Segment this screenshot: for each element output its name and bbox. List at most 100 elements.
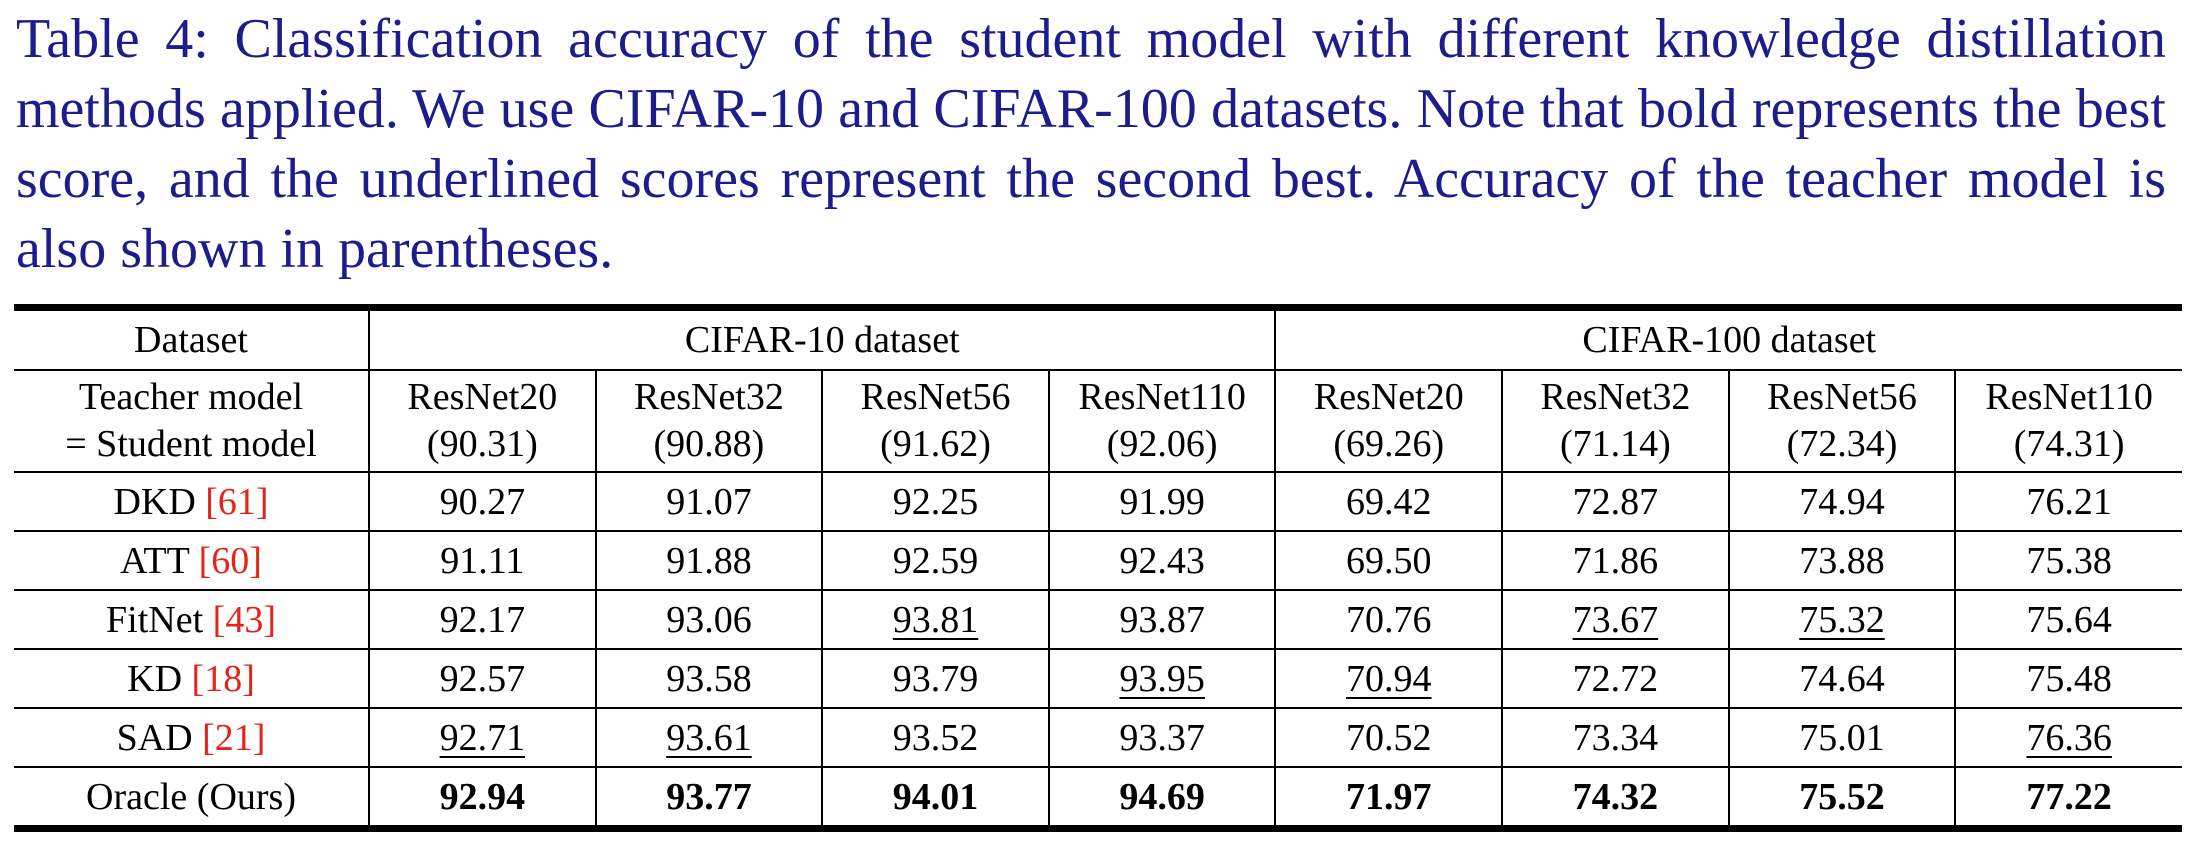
score-cell: 92.59 (821, 531, 1049, 591)
score-cell: 72.72 (1501, 649, 1729, 709)
second-best-score: 70.94 (1346, 657, 1432, 700)
cifar100-header: CIFAR-100 dataset (1274, 304, 2182, 371)
best-score: 75.52 (1727, 767, 1956, 832)
score-cell: 70.76 (1274, 590, 1503, 650)
score-cell: 75.32 (1727, 590, 1956, 650)
model-cell: ResNet56 (72.34) (1727, 370, 1956, 473)
second-best-score: 93.61 (666, 716, 752, 759)
score-cell: 71.86 (1501, 531, 1729, 591)
score-cell: 91.07 (594, 472, 823, 532)
method-name: DKD (113, 480, 196, 523)
teacher-accuracy: (90.88) (653, 423, 765, 465)
score-cell: 74.64 (1727, 649, 1956, 709)
model-cell: ResNet110 (92.06) (1047, 370, 1276, 473)
best-score: 74.32 (1501, 767, 1729, 832)
score-cell: 73.34 (1501, 708, 1729, 768)
best-score: 94.01 (821, 767, 1049, 832)
score-cell: 92.71 (368, 708, 596, 768)
best-score: 71.97 (1274, 767, 1503, 832)
score-cell: 73.88 (1727, 531, 1956, 591)
dataset-header-row: Dataset CIFAR-10 dataset CIFAR-100 datas… (14, 304, 2182, 371)
best-score: 92.94 (368, 767, 596, 832)
score-cell: 91.11 (368, 531, 596, 591)
model-name: ResNet56 (1767, 376, 1917, 418)
second-best-score: 76.36 (2026, 716, 2112, 759)
score-cell: 75.64 (1954, 590, 2182, 650)
score-cell: 72.87 (1501, 472, 1729, 532)
model-name: ResNet20 (407, 376, 558, 418)
model-cell: ResNet32 (71.14) (1501, 370, 1729, 473)
score-cell: 70.94 (1274, 649, 1503, 709)
score-cell: 69.42 (1274, 472, 1503, 532)
score-cell: 76.36 (1954, 708, 2182, 768)
score-cell: 91.88 (594, 531, 823, 591)
teacher-accuracy: (72.34) (1786, 423, 1898, 465)
teacher-label: Teacher model (78, 376, 304, 418)
model-cell: ResNet20 (69.26) (1274, 370, 1503, 473)
second-best-score: 73.67 (1572, 598, 1659, 641)
cifar10-header: CIFAR-10 dataset (368, 304, 1276, 371)
teacher-accuracy: (74.31) (2013, 423, 2125, 465)
teacher-accuracy: (71.14) (1559, 423, 1671, 465)
table-row: SAD [21] 92.71 93.61 93.52 93.37 70.52 7… (14, 708, 2182, 768)
results-table: Dataset CIFAR-10 dataset CIFAR-100 datas… (14, 304, 2182, 832)
table-row: KD [18] 92.57 93.58 93.79 93.95 70.94 72… (14, 649, 2182, 709)
citation-link[interactable]: [21] (202, 716, 266, 759)
teacher-accuracy: (69.26) (1333, 423, 1445, 465)
best-score: 77.22 (1954, 767, 2182, 832)
citation-link[interactable]: [18] (191, 657, 255, 700)
model-name: ResNet20 (1313, 376, 1464, 418)
method-name: KD (127, 657, 183, 700)
teacher-accuracy: (90.31) (426, 423, 538, 465)
model-cell: ResNet20 (90.31) (368, 370, 596, 473)
score-cell: 92.17 (368, 590, 596, 650)
score-cell: 93.79 (821, 649, 1049, 709)
model-name: ResNet56 (860, 376, 1011, 418)
model-name: ResNet110 (1985, 376, 2153, 418)
score-cell: 73.67 (1501, 590, 1729, 650)
method-name: SAD (116, 716, 193, 759)
best-score: 93.77 (594, 767, 823, 832)
teacher-student-label: Teacher model = Student model (14, 370, 370, 473)
score-cell: 91.99 (1047, 472, 1276, 532)
score-cell: 93.81 (821, 590, 1049, 650)
second-best-score: 92.71 (439, 716, 526, 759)
model-name: ResNet32 (1540, 376, 1691, 418)
oracle-method: Oracle (Ours) (14, 767, 370, 832)
score-cell: 92.57 (368, 649, 596, 709)
best-score: 94.69 (1047, 767, 1276, 832)
citation-link[interactable]: [61] (205, 480, 269, 523)
score-cell: 76.21 (1954, 472, 2182, 532)
model-cell: ResNet32 (90.88) (594, 370, 823, 473)
model-name: ResNet110 (1078, 376, 1246, 418)
score-cell: 74.94 (1727, 472, 1956, 532)
model-header-row: Teacher model = Student model ResNet20 (9… (14, 370, 2182, 473)
oracle-row: Oracle (Ours) 92.94 93.77 94.01 94.69 71… (14, 767, 2182, 832)
method-cell: ATT [60] (14, 531, 370, 591)
table-row: ATT [60] 91.11 91.88 92.59 92.43 69.50 7… (14, 531, 2182, 591)
method-cell: FitNet [43] (14, 590, 370, 650)
method-cell: KD [18] (14, 649, 370, 709)
score-cell: 92.25 (821, 472, 1049, 532)
model-cell: ResNet110 (74.31) (1954, 370, 2182, 473)
method-cell: DKD [61] (14, 472, 370, 532)
score-cell: 93.58 (594, 649, 823, 709)
score-cell: 93.06 (594, 590, 823, 650)
score-cell: 93.95 (1047, 649, 1276, 709)
score-cell: 75.48 (1954, 649, 2182, 709)
dataset-label: Dataset (14, 304, 370, 371)
model-name: ResNet32 (634, 376, 784, 418)
teacher-accuracy: (91.62) (880, 423, 991, 465)
table-row: FitNet [43] 92.17 93.06 93.81 93.87 70.7… (14, 590, 2182, 650)
score-cell: 90.27 (368, 472, 596, 532)
citation-link[interactable]: [60] (198, 539, 262, 582)
score-cell: 75.01 (1727, 708, 1956, 768)
table-caption: Table 4: Classification accuracy of the … (16, 8, 2166, 280)
model-cell: ResNet56 (91.62) (821, 370, 1049, 473)
score-cell: 93.37 (1047, 708, 1276, 768)
student-label: = Student model (65, 423, 317, 465)
score-cell: 93.61 (594, 708, 823, 768)
teacher-accuracy: (92.06) (1106, 423, 1218, 465)
citation-link[interactable]: [43] (212, 598, 276, 641)
score-cell: 93.52 (821, 708, 1049, 768)
